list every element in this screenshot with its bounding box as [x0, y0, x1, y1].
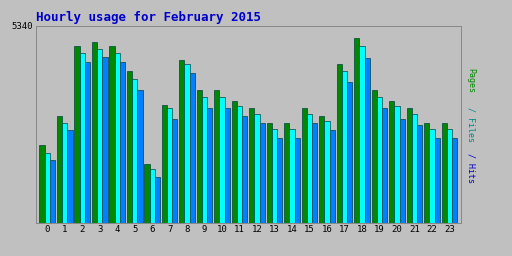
- Bar: [67, 131, 73, 223]
- Bar: [50, 160, 55, 223]
- Bar: [97, 49, 102, 223]
- Bar: [115, 53, 120, 223]
- Bar: [336, 64, 342, 223]
- Bar: [347, 82, 352, 223]
- Bar: [220, 97, 225, 223]
- Bar: [214, 90, 220, 223]
- Bar: [74, 46, 79, 223]
- Bar: [127, 71, 132, 223]
- Text: / Hits: / Hits: [466, 153, 476, 183]
- Bar: [307, 114, 312, 223]
- Bar: [412, 114, 417, 223]
- Bar: [359, 46, 365, 223]
- Bar: [102, 57, 108, 223]
- Bar: [342, 71, 347, 223]
- Text: Hourly usage for February 2015: Hourly usage for February 2015: [36, 12, 261, 24]
- Bar: [289, 129, 295, 223]
- Bar: [232, 101, 237, 223]
- Bar: [184, 64, 190, 223]
- Bar: [295, 138, 300, 223]
- Bar: [57, 116, 62, 223]
- Bar: [389, 101, 394, 223]
- Bar: [79, 53, 85, 223]
- Bar: [365, 58, 370, 223]
- Text: / Files: / Files: [466, 107, 476, 142]
- Bar: [277, 138, 283, 223]
- Bar: [399, 119, 405, 223]
- Bar: [284, 123, 289, 223]
- Bar: [144, 164, 150, 223]
- Bar: [254, 114, 260, 223]
- Bar: [319, 116, 325, 223]
- Bar: [190, 73, 195, 223]
- Bar: [435, 138, 440, 223]
- Bar: [330, 131, 335, 223]
- Bar: [430, 129, 435, 223]
- Bar: [312, 123, 317, 223]
- Bar: [172, 119, 178, 223]
- Bar: [424, 123, 430, 223]
- Bar: [162, 105, 167, 223]
- Bar: [109, 46, 115, 223]
- Text: Pages: Pages: [466, 68, 476, 93]
- Bar: [242, 116, 247, 223]
- Bar: [207, 108, 212, 223]
- Bar: [377, 97, 382, 223]
- Bar: [92, 42, 97, 223]
- Bar: [197, 90, 202, 223]
- Bar: [167, 108, 172, 223]
- Bar: [382, 108, 388, 223]
- Bar: [155, 177, 160, 223]
- Bar: [325, 121, 330, 223]
- Bar: [45, 153, 50, 223]
- Bar: [272, 129, 277, 223]
- Bar: [249, 108, 254, 223]
- Bar: [179, 60, 184, 223]
- Bar: [267, 123, 272, 223]
- Bar: [354, 38, 359, 223]
- Bar: [302, 108, 307, 223]
- Bar: [150, 169, 155, 223]
- Bar: [132, 79, 137, 223]
- Bar: [407, 108, 412, 223]
- Bar: [237, 106, 242, 223]
- Bar: [62, 123, 67, 223]
- Bar: [447, 129, 452, 223]
- Bar: [120, 62, 125, 223]
- Bar: [137, 90, 142, 223]
- Bar: [85, 62, 90, 223]
- Bar: [441, 123, 447, 223]
- Bar: [260, 123, 265, 223]
- Bar: [39, 145, 45, 223]
- Bar: [225, 108, 230, 223]
- Bar: [417, 125, 422, 223]
- Bar: [452, 138, 457, 223]
- Bar: [202, 97, 207, 223]
- Bar: [394, 106, 399, 223]
- Bar: [372, 90, 377, 223]
